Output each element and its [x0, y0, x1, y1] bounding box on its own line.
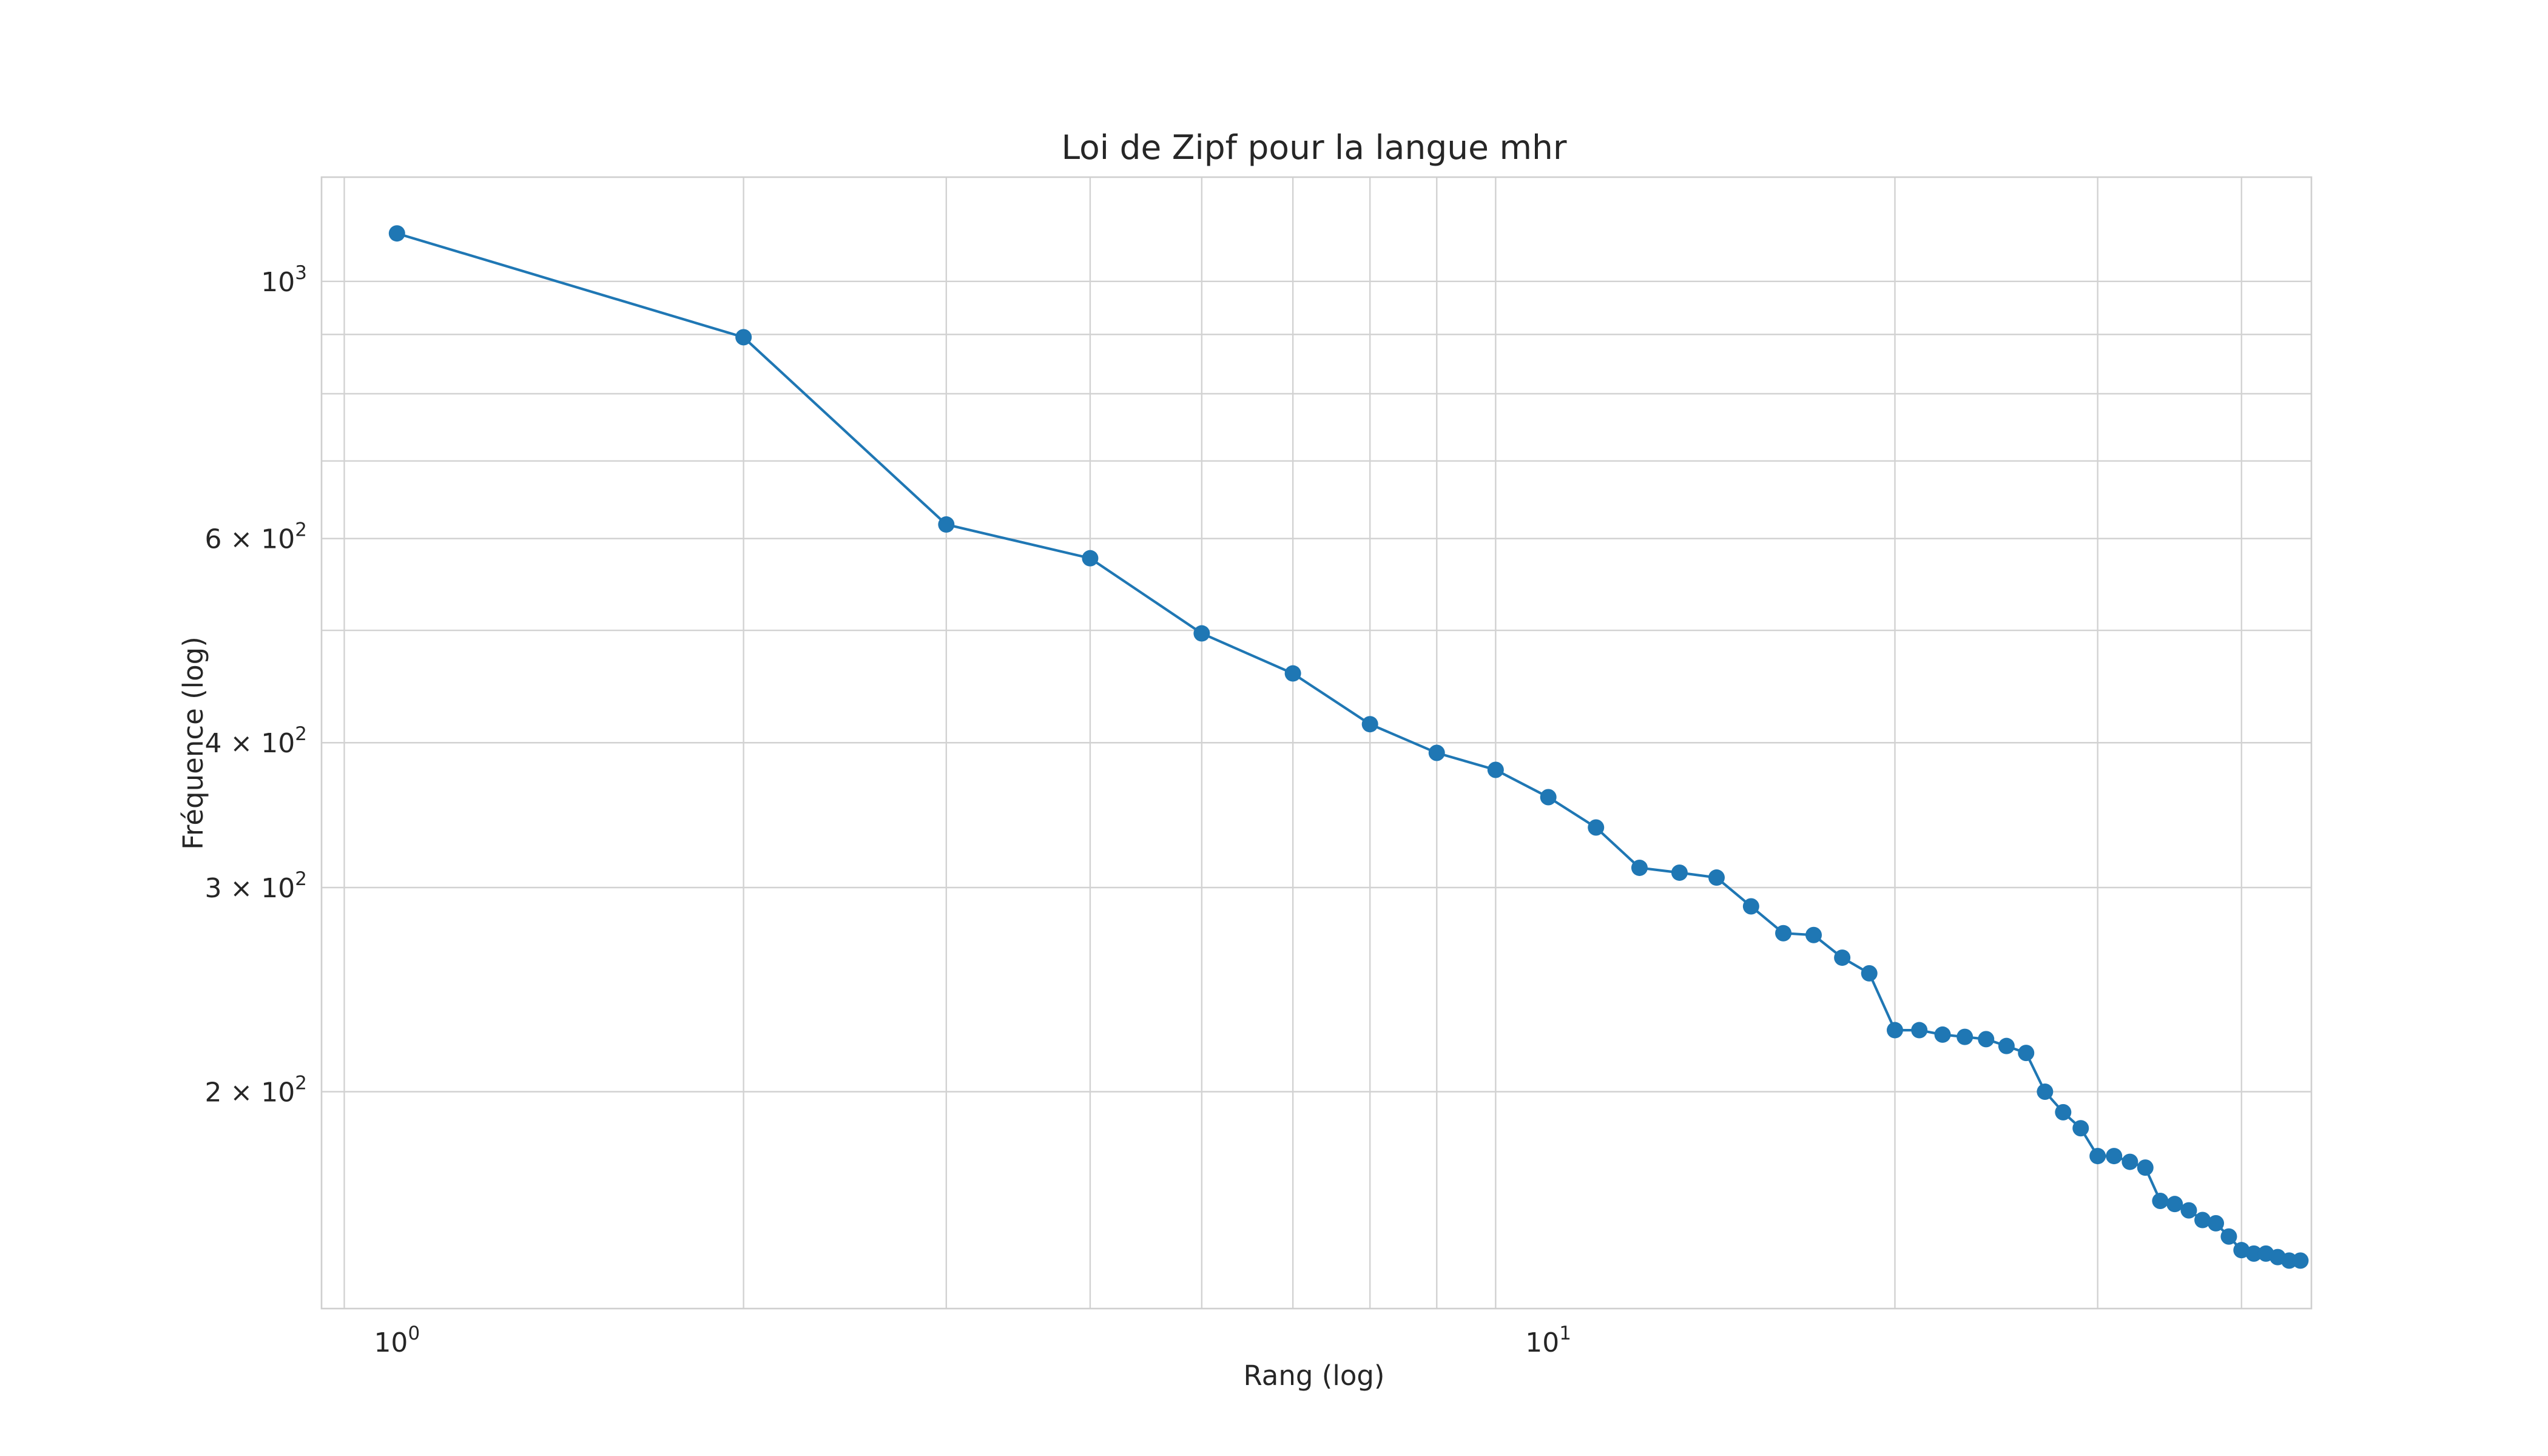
- y-axis-label: Fréquence (log): [177, 636, 209, 850]
- data-point: [2280, 1252, 2297, 1269]
- data-point: [1631, 859, 1648, 876]
- data-point: [1956, 1028, 1973, 1045]
- data-point: [1588, 819, 1605, 836]
- plot-frame: [320, 176, 2313, 1310]
- data-point: [2089, 1148, 2106, 1165]
- data-point: [735, 329, 752, 346]
- data-point: [1428, 744, 1445, 761]
- y-minor-grid: [322, 280, 2311, 1093]
- y-tick-label: 3 × 102: [204, 868, 307, 904]
- x-axis-label: Rang (log): [1244, 1360, 1385, 1392]
- data-point: [2122, 1153, 2138, 1170]
- data-point: [1540, 789, 1557, 806]
- x-tick-label: 101: [1525, 1323, 1571, 1358]
- data-point: [2072, 1120, 2089, 1137]
- x-tick-labels: 100 101: [374, 1323, 1571, 1358]
- data-point: [2166, 1196, 2183, 1213]
- series-points: [388, 225, 2309, 1269]
- data-point: [2037, 1083, 2054, 1100]
- y-tick-label: 6 × 102: [204, 519, 307, 555]
- data-point: [1911, 1022, 1928, 1039]
- data-point: [2220, 1228, 2237, 1245]
- data-point: [2233, 1242, 2250, 1259]
- data-point: [1998, 1037, 2015, 1054]
- data-point: [1978, 1031, 1995, 1048]
- y-tick-label: 2 × 102: [204, 1072, 307, 1108]
- data-point: [2106, 1148, 2123, 1165]
- data-point: [2180, 1202, 2197, 1219]
- data-point: [2292, 1252, 2309, 1269]
- data-point: [1361, 716, 1378, 733]
- data-point: [2194, 1212, 2211, 1228]
- data-point: [1082, 550, 1099, 567]
- data-point: [938, 516, 955, 533]
- data-point: [1861, 965, 1878, 982]
- chart-title: Loi de Zipf pour la langue mhr: [1061, 128, 1566, 167]
- y-tick-labels: 103 6 × 102 4 × 102 3 × 102 2 × 102: [204, 262, 307, 1108]
- data-point: [2018, 1045, 2035, 1062]
- data-point: [2152, 1193, 2169, 1210]
- data-point: [1934, 1026, 1951, 1043]
- data-point: [1284, 665, 1301, 682]
- y-tick-label: 103: [261, 262, 307, 298]
- data-point: [2055, 1104, 2072, 1121]
- data-point: [2245, 1245, 2262, 1262]
- data-point: [1775, 925, 1792, 942]
- data-point: [1742, 898, 1759, 915]
- data-point: [1834, 949, 1851, 966]
- x-tick-label: 100: [374, 1323, 420, 1358]
- data-point: [1671, 864, 1688, 881]
- data-point: [2137, 1159, 2154, 1176]
- data-point: [1886, 1022, 1903, 1039]
- series-line: [396, 232, 2302, 1262]
- data-point: [1708, 869, 1725, 886]
- data-point: [388, 225, 405, 242]
- data-point: [2208, 1215, 2225, 1232]
- data-point: [1193, 625, 1210, 642]
- data-point: [1487, 761, 1504, 778]
- y-tick-label: 4 × 102: [204, 723, 307, 759]
- data-point: [1805, 926, 1822, 943]
